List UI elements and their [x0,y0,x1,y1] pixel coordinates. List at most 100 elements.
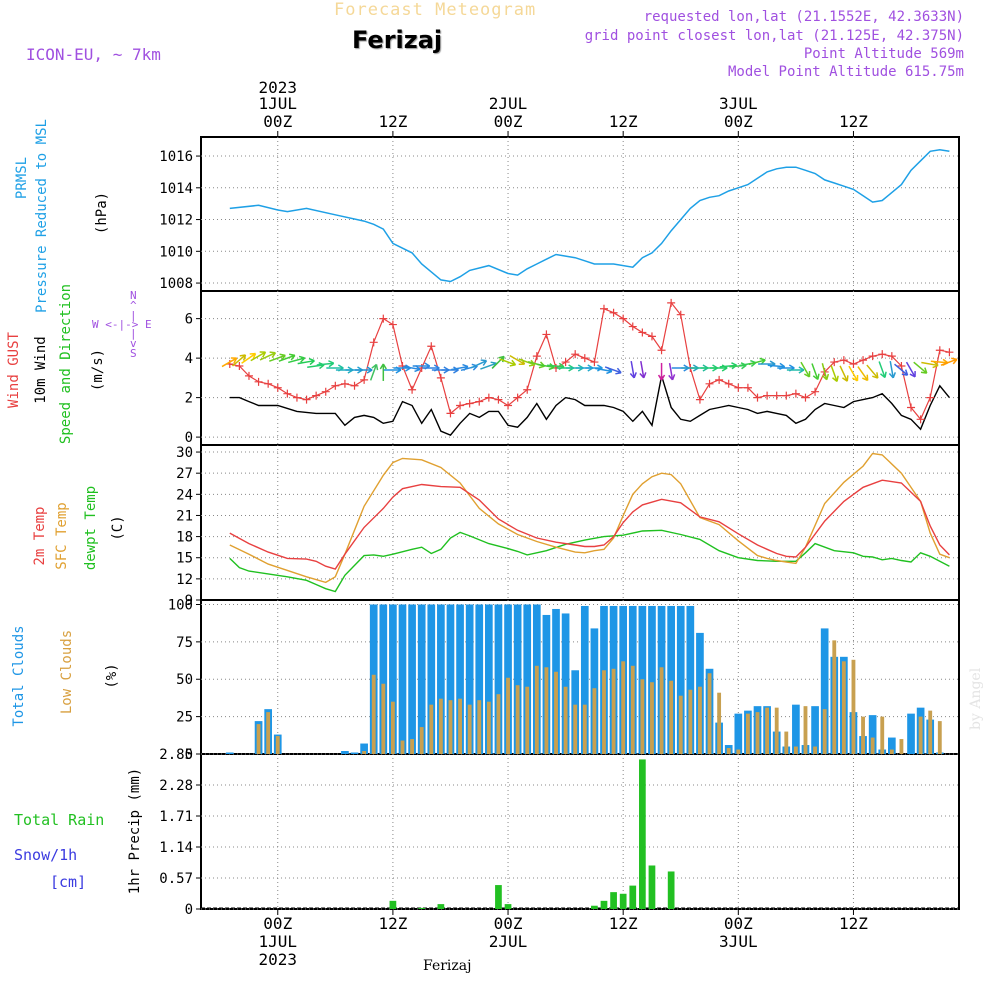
wind-direction-arrow [307,361,325,370]
low-cloud-bar [630,665,635,754]
wind-speed-line [229,375,950,436]
y-tick-label: 100 [168,597,193,613]
wind-arrow-shaft [369,364,378,381]
y-tick-label: 2.85 [159,747,193,763]
wind-arrow-shaft [940,358,958,366]
wind-direction-arrow [748,357,766,366]
wind-direction-arrow [355,366,373,374]
wind-gust-marker [763,391,772,400]
wind-arrow-head [639,372,647,379]
wind-arrow-head [615,367,622,375]
wind-arrow-shaft [811,363,819,380]
y-tick-label: 1012 [159,213,193,229]
low-cloud-bar [880,716,885,754]
wind-arrow-head [798,366,805,374]
wind-arrow-shaft [668,362,674,380]
wind-arrow-head [298,355,306,363]
low-cloud-bar [602,670,606,754]
wind-gust-marker [273,383,282,392]
wind-gust-marker [504,401,513,410]
wind-gust-line [229,301,950,421]
wind-arrow-head [841,375,849,382]
wind-arrow-shaft [546,364,565,368]
low-cloud-bar [832,640,837,754]
low-cloud-bar [563,686,568,754]
wind-gust-marker [475,397,484,406]
wind-arrow-shaft [480,362,497,370]
wind-arrow-head [269,351,277,359]
y-tick-label: 75 [176,635,193,651]
total-cloud-bar [437,604,445,754]
wind-gust-marker [590,358,599,367]
low-cloud-bar [390,701,395,754]
location-title: Ferizaj [352,26,443,54]
wind-arrow-head [239,354,247,361]
wind-gust-marker [772,391,781,400]
wind-arrow-head [909,371,916,378]
wind-direction-arrow [232,354,247,367]
total-cloud-bar [379,604,388,754]
wind-arrow-shaft [232,354,246,367]
top-time-label: 2JUL [489,94,528,113]
low-cloud-bar [621,661,626,754]
wind-direction-arrow [499,358,517,367]
wind-arrow-shaft [307,364,325,369]
wind-arrow-shaft [509,354,525,365]
wind-direction-arrow [221,357,238,368]
label-snow-unit: [cm] [50,873,87,891]
wind-arrow-shaft [518,358,536,366]
top-time-label: 3JUL [719,94,758,113]
wind-arrow-head [498,355,505,363]
wind-arrow-shaft [894,363,909,376]
low-cloud-bar [477,700,482,754]
low-cloud-bar [918,716,923,754]
wind-gust-marker [456,401,465,410]
wind-arrow-head [879,371,887,379]
wind-arrow-shaft [848,365,859,382]
top-time-label: 1JUL [258,94,297,113]
wind-direction-arrow [250,351,267,362]
total-cloud-bar [667,605,675,754]
precip-bar [629,885,637,909]
wind-gust-marker [926,393,935,402]
y-tick-label: 50 [176,672,193,688]
wind-direction-arrow [594,366,613,375]
wind-gust-marker [897,362,906,371]
low-cloud-bar [717,692,722,754]
wind-gust-marker [868,352,877,361]
wind-gust-marker [839,356,848,365]
wind-direction-arrow [509,354,526,365]
wind-arrow-head [249,352,257,360]
y-tick-label: 2.28 [159,778,193,794]
low-cloud-bar [736,749,741,754]
low-cloud-bar [592,688,597,754]
wind-arrow-head [328,360,335,368]
bottom-time-label: 2023 [258,950,297,969]
y-tick-label: 1.14 [159,840,193,856]
low-cloud-bar [640,679,645,754]
total-cloud-bar [341,751,349,754]
wind-arrow-shaft [839,365,848,382]
wind-arrow-shaft [470,359,487,369]
wind-direction-arrow [888,360,897,379]
wind-arrow-shaft [403,365,421,371]
low-cloud-bar [410,739,415,754]
wind-arrow-shaft [297,359,315,365]
wind-arrow-head [279,353,286,361]
low-cloud-bar [688,689,693,754]
total-cloud-bar [648,605,656,754]
wind-direction-arrow [316,360,335,368]
y-tick-label: 24 [176,487,193,503]
low-cloud-bar [678,695,683,754]
total-cloud-bar [427,604,436,754]
model-altitude: Model Point Altitude 615.75m [727,64,964,80]
total-cloud-bar [523,604,532,754]
total-cloud-bar [513,604,522,754]
y-tick-label: 21 [176,508,193,524]
wind-gust-marker [811,387,820,396]
low-cloud-bar [889,749,894,754]
wind-gust-marker [283,389,292,398]
wind-arrow-shaft [905,361,916,378]
total-cloud-bar [408,604,416,754]
low-cloud-bar [458,698,462,754]
